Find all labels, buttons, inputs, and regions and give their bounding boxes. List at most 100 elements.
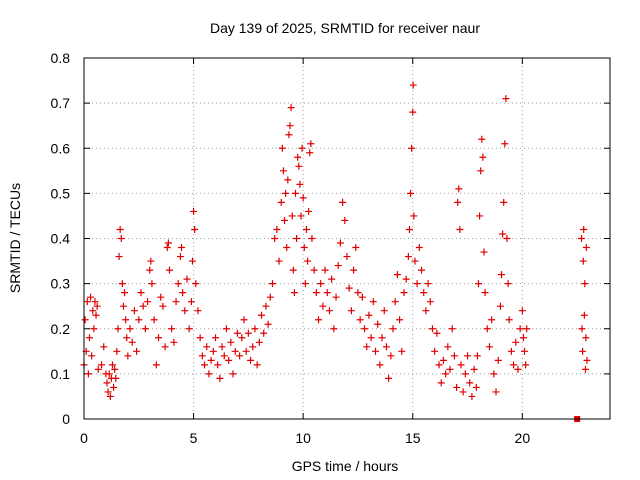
data-point [176,253,184,261]
data-point [402,275,410,283]
x-tick-label: 15 [405,430,421,446]
data-point [457,361,465,369]
data-point [194,307,202,315]
x-tick-label: 5 [190,430,198,446]
data-point [111,365,119,373]
data-point [295,162,303,170]
data-point [100,343,108,351]
data-point [253,361,261,369]
data-point [218,343,226,351]
data-point [126,325,134,333]
data-point [435,361,443,369]
data-point [179,289,187,297]
data-point [87,293,95,301]
data-point [579,347,587,355]
data-point [361,325,369,333]
data-point [299,194,307,202]
data-point [411,257,419,265]
data-point [505,316,513,324]
data-point [363,343,371,351]
data-point [310,266,318,274]
data-point [205,370,213,378]
data-point [289,266,297,274]
data-point [376,361,384,369]
data-point [93,302,101,310]
data-point [286,122,294,130]
data-point [433,329,441,337]
data-point [104,388,112,396]
y-tick-label: 0.5 [51,185,71,201]
data-point [155,334,163,342]
data-point [209,347,217,355]
data-point [300,244,308,252]
data-point [298,144,306,152]
data-point [501,140,509,148]
data-point [98,361,106,369]
data-point [358,293,366,301]
data-point [420,289,428,297]
data-point [273,225,281,233]
data-point [455,185,463,193]
data-point [192,280,200,288]
data-point [301,280,309,288]
data-point [492,388,500,396]
data-point [284,176,292,184]
data-point [330,325,338,333]
data-point [191,225,199,233]
data-point [356,316,364,324]
data-point [110,383,118,391]
data-point [278,144,286,152]
data-point [405,225,413,233]
data-point [115,253,123,261]
data-point [473,352,481,360]
data-point [317,280,325,288]
data-point [133,347,141,355]
x-tick-label: 20 [515,430,531,446]
y-tick-label: 0.7 [51,95,71,111]
data-point [581,280,589,288]
y-tick-label: 0.3 [51,276,71,292]
data-point [367,334,375,342]
data-point [323,289,331,297]
data-point [341,216,349,224]
data-point [456,225,464,233]
data-point [216,374,224,382]
data-point [247,356,255,364]
y-tick-label: 0.4 [51,231,71,247]
data-point [147,257,155,265]
data-point [380,307,388,315]
data-point [490,370,498,378]
data-point [146,266,154,274]
y-tick-label: 0.6 [51,140,71,156]
data-point [439,356,447,364]
data-point [233,329,241,337]
data-point [287,104,295,112]
data-point [496,302,504,310]
data-point [582,334,590,342]
data-point [499,230,507,238]
data-point [91,298,99,306]
data-point [114,325,122,333]
data-point [478,135,486,143]
grid [84,58,610,419]
data-point [442,370,450,378]
data-point [249,343,257,351]
data-point [144,298,152,306]
data-point [466,379,474,387]
data-point [385,374,393,382]
data-point [424,280,432,288]
data-point [391,298,399,306]
data-point [85,334,93,342]
data-point [92,311,100,319]
data-point [150,316,158,324]
data-point [304,257,312,265]
data-point [483,325,491,333]
data-point [244,329,252,337]
data-point [343,253,351,261]
data-point [354,289,362,297]
data-point [122,316,130,324]
data-point [277,198,285,206]
data-point [214,361,222,369]
data-point [319,302,327,310]
data-point [229,370,237,378]
